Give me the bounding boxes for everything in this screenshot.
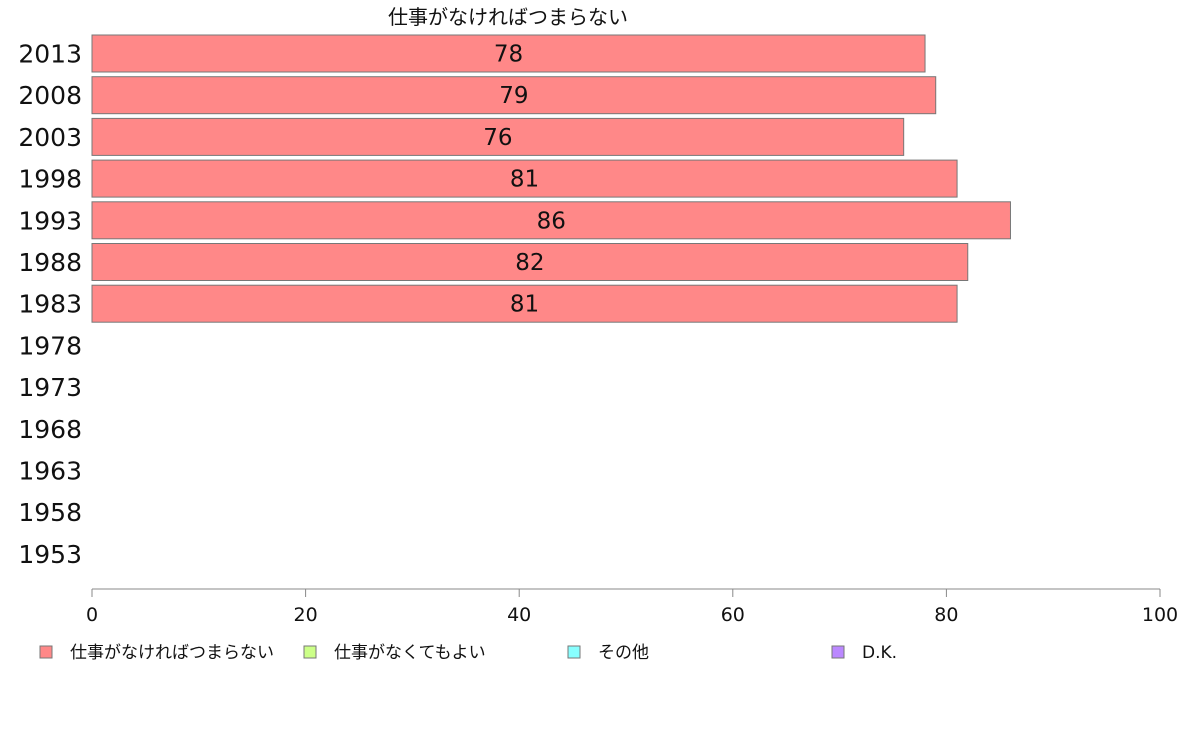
legend-label-1: 仕事がなくてもよい bbox=[334, 643, 486, 663]
data-label-1988: 82 bbox=[515, 250, 544, 276]
x-axis: 0 20 40 60 80 100 bbox=[86, 588, 1178, 626]
legend-label-2: その他 bbox=[598, 643, 649, 663]
bars-layer: 2013 78 2008 79 2003 76 1998 81 1993 86 1988 82 1983… bbox=[18, 34, 1011, 569]
bar-2013 bbox=[91, 34, 926, 73]
x-tick-label-100: 100 bbox=[1142, 604, 1178, 626]
data-label-1993: 86 bbox=[537, 208, 566, 234]
category-label-1958: 1958 bbox=[18, 498, 82, 527]
x-tick-label-40: 40 bbox=[507, 604, 531, 626]
x-tick-label-0: 0 bbox=[86, 604, 98, 626]
category-label-1963: 1963 bbox=[18, 457, 82, 486]
legend-swatch-1 bbox=[303, 645, 317, 659]
category-label-1968: 1968 bbox=[18, 415, 82, 444]
data-label-2008: 79 bbox=[499, 83, 528, 109]
chart-title: 仕事がなければつまらない bbox=[388, 5, 628, 29]
legend: 仕事がなければつまらない 仕事がなくてもよい その他 D.K. bbox=[39, 643, 897, 663]
x-tick-label-60: 60 bbox=[721, 604, 745, 626]
bar-1998 bbox=[91, 159, 958, 198]
bar-1988 bbox=[91, 243, 969, 281]
legend-label-0: 仕事がなければつまらない bbox=[70, 643, 274, 663]
category-label-1993: 1993 bbox=[18, 206, 82, 235]
bar-2003 bbox=[91, 117, 905, 156]
bar-1983 bbox=[91, 284, 958, 323]
data-label-2003: 76 bbox=[483, 125, 512, 151]
category-label-1978: 1978 bbox=[18, 331, 82, 360]
category-label-1953: 1953 bbox=[18, 540, 82, 569]
legend-swatch-0 bbox=[39, 645, 53, 659]
bar-2008 bbox=[91, 76, 937, 115]
data-label-1983: 81 bbox=[510, 292, 539, 318]
category-label-1973: 1973 bbox=[18, 373, 82, 402]
bar-1993 bbox=[91, 201, 1011, 240]
data-label-2013: 78 bbox=[494, 42, 523, 68]
category-label-2003: 2003 bbox=[18, 123, 82, 152]
legend-swatch-3 bbox=[831, 645, 845, 659]
legend-label-3: D.K. bbox=[862, 643, 897, 663]
category-label-1998: 1998 bbox=[18, 165, 82, 194]
category-label-1988: 1988 bbox=[18, 248, 82, 277]
data-label-1998: 81 bbox=[510, 167, 539, 193]
category-label-2008: 2008 bbox=[18, 81, 82, 110]
x-tick-label-80: 80 bbox=[934, 604, 958, 626]
category-label-2013: 2013 bbox=[18, 40, 82, 69]
category-label-1983: 1983 bbox=[18, 290, 82, 319]
x-tick-label-20: 20 bbox=[294, 604, 318, 626]
legend-swatch-2 bbox=[567, 645, 581, 659]
